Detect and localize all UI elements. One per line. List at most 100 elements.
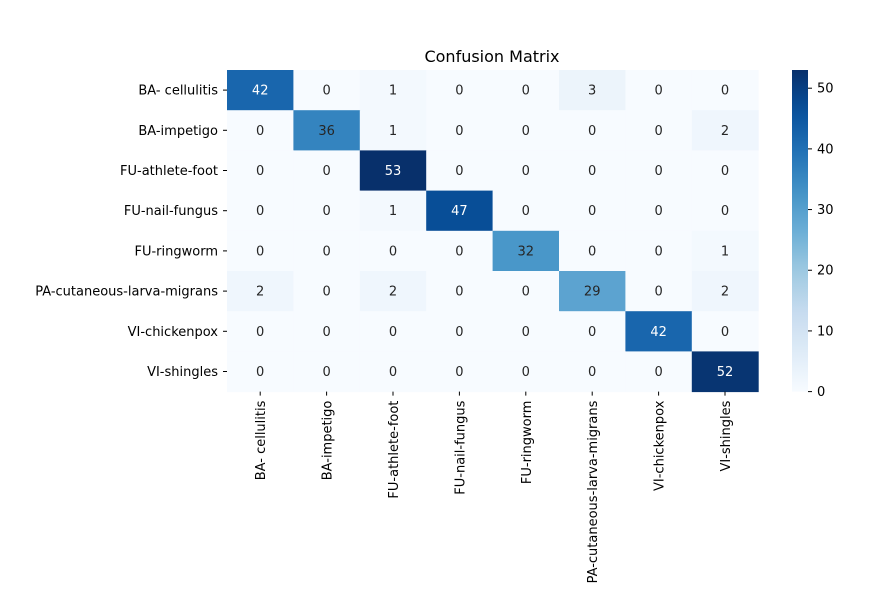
cell-r0-c0 — [227, 70, 294, 111]
cell-r6-c2 — [359, 311, 427, 352]
cell-r6-c3 — [426, 311, 494, 352]
cell-r3-c4 — [492, 190, 560, 232]
cell-r2-c4 — [492, 150, 560, 192]
cell-label-r0-c7: 0 — [721, 84, 729, 99]
cell-r5-c7 — [691, 271, 759, 312]
cell-r2-c7 — [691, 150, 759, 192]
cell-label-r0-c6: 0 — [654, 84, 662, 99]
cell-label-r6-c0: 0 — [256, 325, 264, 340]
cell-label-r6-c6: 42 — [650, 325, 667, 340]
cell-label-r1-c1: 36 — [318, 124, 335, 139]
cell-r7-c1 — [293, 351, 361, 393]
cell-label-r4-c7: 1 — [721, 244, 729, 259]
cell-r7-c2 — [359, 351, 427, 393]
cell-r4-c1 — [293, 230, 361, 272]
cell-r2-c0 — [227, 150, 294, 192]
x-tick-label-6: VI-chickenpox — [653, 400, 668, 491]
cell-r6-c1 — [293, 311, 361, 352]
chart-title: Confusion Matrix — [424, 47, 559, 66]
colorbar: 0 10 20 30 40 50 — [792, 70, 834, 400]
cell-r3-c2 — [359, 190, 427, 232]
cell-label-r7-c5: 0 — [588, 365, 596, 380]
cell-label-r2-c1: 0 — [322, 164, 330, 179]
cell-r5-c2 — [359, 271, 427, 312]
cell-r7-c0 — [227, 351, 294, 393]
cell-label-r1-c5: 0 — [588, 124, 596, 139]
cell-r0-c5 — [559, 70, 626, 111]
cell-label-r2-c4: 0 — [522, 164, 530, 179]
cell-r0-c6 — [625, 70, 693, 111]
cell-r6-c7 — [691, 311, 759, 352]
cell-label-r4-c2: 0 — [389, 244, 397, 259]
cell-label-r4-c1: 0 — [322, 244, 330, 259]
x-tick-label-4: FU-ringworm — [520, 401, 535, 485]
cell-r1-c2 — [359, 110, 427, 151]
colorbar-gradient — [792, 70, 808, 392]
cell-label-r5-c0: 2 — [256, 285, 264, 300]
cell-label-r6-c4: 0 — [522, 325, 530, 340]
cell-label-r5-c5: 29 — [584, 285, 601, 300]
cell-label-r5-c1: 0 — [322, 285, 330, 300]
cell-label-r7-c7: 52 — [717, 365, 734, 380]
cell-label-r0-c4: 0 — [522, 84, 530, 99]
cell-label-r4-c3: 0 — [455, 244, 463, 259]
cell-r1-c7 — [691, 110, 759, 151]
cell-label-r7-c3: 0 — [455, 365, 463, 380]
cell-r5-c6 — [625, 271, 693, 312]
cell-r7-c7 — [691, 351, 759, 393]
cell-label-r2-c6: 0 — [654, 164, 662, 179]
y-tick-label-3: FU-nail-fungus — [124, 204, 218, 219]
cell-r1-c0 — [227, 110, 294, 151]
cell-r7-c6 — [625, 351, 693, 393]
cell-r0-c7 — [691, 70, 759, 111]
cell-r6-c5 — [559, 311, 626, 352]
cell-r1-c5 — [559, 110, 626, 151]
cell-r3-c6 — [625, 190, 693, 232]
cell-label-r0-c3: 0 — [455, 84, 463, 99]
cell-annotations: 42 0 1 0 0 3 0 0 0 36 1 0 0 0 0 2 0 0 53 0 0 0 0 0 0 0 1 47 0 0 0 0 0 0 0 0… — [252, 84, 733, 380]
y-tick-label-0: BA- cellulitis — [138, 84, 218, 99]
cell-r3-c1 — [293, 190, 361, 232]
cell-label-r3-c5: 0 — [588, 204, 596, 219]
cell-r0-c4 — [492, 70, 560, 111]
x-tick-label-7: VI-shingles — [719, 400, 734, 471]
cell-label-r3-c4: 0 — [522, 204, 530, 219]
cell-label-r3-c6: 0 — [654, 204, 662, 219]
cell-label-r5-c3: 0 — [455, 285, 463, 300]
cell-r2-c1 — [293, 150, 361, 192]
cell-label-r3-c0: 0 — [256, 204, 264, 219]
colorbar-tick-label-0: 0 — [817, 385, 825, 400]
cell-r0-c1 — [293, 70, 361, 111]
cell-label-r6-c3: 0 — [455, 325, 463, 340]
x-tick-label-0: BA- cellulitis — [254, 400, 269, 480]
x-tick-label-2: FU-athlete-foot — [387, 401, 402, 499]
cell-r3-c3 — [426, 190, 494, 232]
cell-label-r4-c4: 32 — [518, 244, 535, 259]
cell-r0-c2 — [359, 70, 427, 111]
cell-label-r2-c5: 0 — [588, 164, 596, 179]
cell-label-r7-c2: 0 — [389, 365, 397, 380]
cell-r2-c3 — [426, 150, 494, 192]
cell-label-r6-c1: 0 — [322, 325, 330, 340]
cell-r1-c3 — [426, 110, 494, 151]
cell-label-r1-c2: 1 — [389, 124, 397, 139]
cell-r1-c4 — [492, 110, 560, 151]
cell-r4-c5 — [559, 230, 626, 272]
cell-label-r6-c2: 0 — [389, 325, 397, 340]
cell-r6-c6 — [625, 311, 693, 352]
y-tick-label-1: BA-impetigo — [138, 124, 218, 139]
heatmap-cells — [227, 70, 759, 393]
colorbar-tick-label-5: 50 — [817, 82, 834, 97]
cell-r3-c5 — [559, 190, 626, 232]
cell-r5-c0 — [227, 271, 294, 312]
cell-r7-c4 — [492, 351, 560, 393]
x-axis: BA- cellulitis BA-impetigo FU-athlete-foot… — [254, 391, 734, 583]
cell-r2-c6 — [625, 150, 693, 192]
cell-label-r1-c6: 0 — [654, 124, 662, 139]
x-tick-label-1: BA-impetigo — [321, 401, 336, 481]
cell-label-r3-c7: 0 — [721, 204, 729, 219]
x-tick-label-5: PA-cutaneous-larva-migrans — [586, 400, 601, 583]
cell-label-r7-c4: 0 — [522, 365, 530, 380]
x-tick-label-3: FU-nail-fungus — [453, 400, 468, 494]
